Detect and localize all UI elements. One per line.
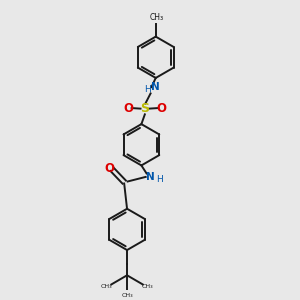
Text: CH₃: CH₃ — [142, 284, 154, 289]
Text: S: S — [140, 102, 149, 115]
Text: CH₃: CH₃ — [150, 13, 164, 22]
Text: O: O — [157, 102, 166, 115]
Text: N: N — [146, 172, 154, 182]
Text: CH₃: CH₃ — [121, 293, 133, 298]
Text: N: N — [152, 82, 160, 92]
Text: O: O — [105, 161, 115, 175]
Text: O: O — [123, 102, 133, 115]
Text: CH₃: CH₃ — [100, 284, 112, 289]
Text: H: H — [144, 85, 151, 94]
Text: H: H — [156, 175, 163, 184]
